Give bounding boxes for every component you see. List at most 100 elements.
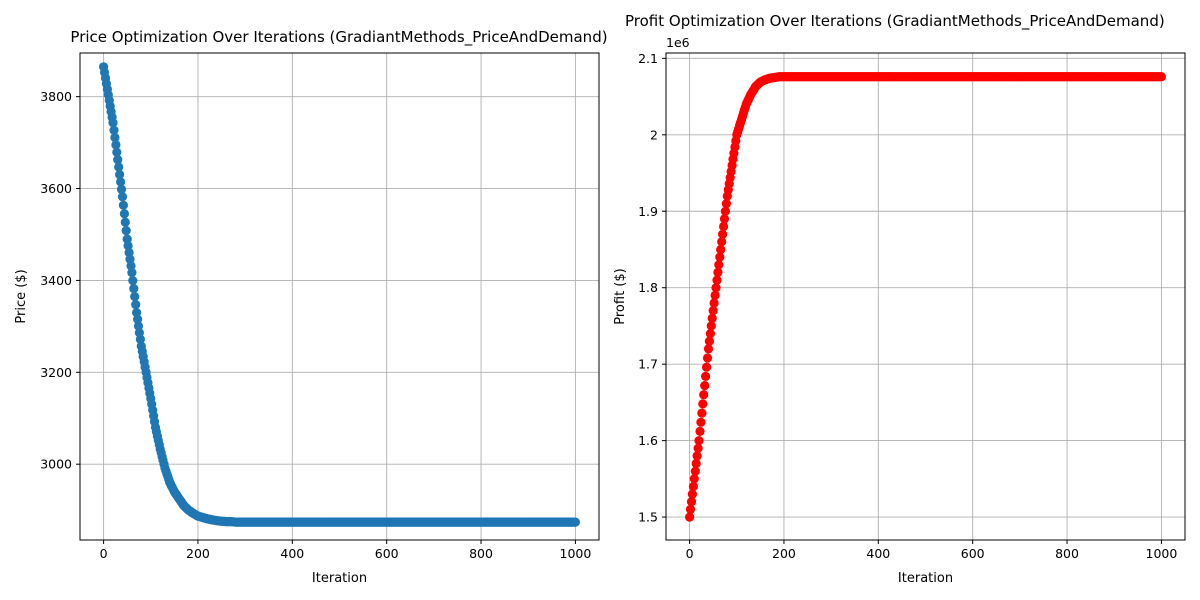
x-tick-label: 600 (961, 546, 985, 561)
data-point (707, 313, 717, 323)
data-point (570, 517, 581, 527)
data-point (697, 408, 707, 418)
chart-panel-2: 0 200 400 600 800 1000 1.5 1.6 1.7 1.8 1.9 2 2.1 1e6 P… (613, 12, 1186, 586)
series-markers (99, 62, 581, 527)
data-point (124, 247, 134, 258)
y-tick-label: 3000 (40, 457, 72, 472)
y-tick-label: 2 (650, 127, 658, 142)
data-point (108, 118, 118, 128)
x-tick-label: 1000 (560, 546, 592, 561)
data-point (127, 268, 137, 278)
data-point (701, 371, 711, 381)
data-point (709, 298, 719, 308)
data-point (688, 481, 699, 492)
data-point (133, 314, 143, 324)
data-point (703, 344, 714, 354)
data-point (131, 300, 141, 310)
data-point (708, 306, 718, 316)
y-tick-label: 3200 (40, 365, 72, 380)
series-markers (685, 72, 1166, 522)
data-point (695, 426, 705, 436)
x-tick-label: 0 (100, 546, 108, 561)
x-axis-label: Iteration (312, 571, 367, 586)
data-point (110, 132, 120, 143)
data-point (698, 399, 708, 409)
data-point (120, 217, 130, 227)
data-point (685, 512, 695, 522)
data-point (119, 209, 129, 219)
y-axis-label: Price ($) (14, 269, 29, 323)
data-point (122, 234, 132, 244)
data-point (694, 436, 704, 446)
chart-title: Profit Optimization Over Iterations (Gra… (625, 12, 1165, 31)
data-point (692, 451, 702, 461)
chart-title: Price Optimization Over Iterations (Grad… (70, 28, 607, 47)
data-point (1156, 72, 1166, 82)
x-tick-label: 400 (280, 546, 304, 561)
data-point (116, 177, 126, 187)
data-point (719, 221, 729, 232)
data-point (113, 155, 123, 165)
x-tick-label: 0 (686, 546, 694, 561)
y-tick-label: 3600 (40, 181, 72, 196)
data-point (700, 381, 710, 391)
y-tick-label: 2.1 (638, 51, 658, 66)
x-tick-label: 1000 (1146, 546, 1178, 561)
data-point (126, 261, 136, 271)
x-tick-label: 800 (1055, 546, 1079, 561)
data-point (716, 244, 726, 255)
y-offset-label: 1e6 (666, 35, 690, 50)
data-point (719, 214, 730, 224)
data-point (116, 184, 127, 194)
x-tick-label: 200 (186, 546, 210, 561)
data-point (705, 329, 716, 339)
data-point (121, 226, 131, 236)
data-point (112, 147, 122, 157)
data-point (699, 390, 709, 400)
data-point (129, 284, 139, 294)
data-point (717, 237, 727, 247)
data-point (711, 283, 721, 293)
data-point (130, 292, 140, 302)
data-point (696, 417, 706, 427)
data-point (712, 275, 722, 285)
y-tick-label: 1.8 (638, 280, 658, 295)
plot-frame (79, 52, 600, 541)
data-point (710, 290, 720, 300)
y-tick-label: 1.5 (638, 510, 658, 525)
x-tick-label: 800 (469, 546, 493, 561)
data-point (691, 458, 701, 469)
data-point (702, 353, 713, 363)
x-tick-label: 600 (375, 546, 399, 561)
data-point (706, 321, 716, 331)
y-tick-label: 3400 (40, 273, 72, 288)
data-point (114, 162, 124, 172)
data-point (685, 504, 696, 514)
x-tick-label: 400 (866, 546, 890, 561)
data-point (704, 336, 715, 346)
data-point (689, 474, 699, 484)
data-point (690, 466, 700, 476)
data-point (718, 229, 728, 239)
data-point (128, 276, 138, 286)
data-point (117, 192, 128, 202)
data-point (111, 140, 121, 150)
data-point (133, 321, 144, 331)
data-point (686, 497, 697, 507)
data-point (687, 489, 698, 499)
plot-frame (665, 52, 1186, 541)
data-point (714, 260, 724, 270)
data-point (693, 443, 703, 453)
y-tick-label: 1.7 (638, 357, 658, 372)
data-point (713, 267, 723, 277)
y-tick-label: 1.6 (638, 433, 658, 448)
data-point (702, 362, 712, 372)
x-axis-label: Iteration (898, 571, 953, 586)
data-point (721, 199, 732, 209)
data-point (135, 334, 145, 344)
chart-panel-1: 0 200 400 600 800 1000 3000 3200 3400 3600 3800 Pri… (14, 28, 608, 586)
data-point (720, 206, 731, 216)
data-point (109, 125, 119, 135)
data-point (115, 169, 125, 180)
